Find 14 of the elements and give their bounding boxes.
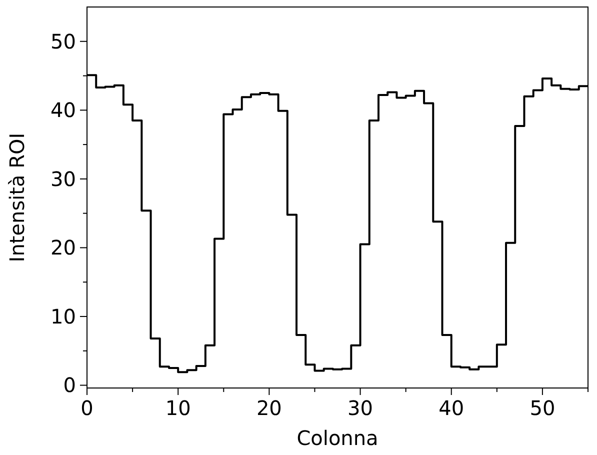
x-axis-title: Colonna — [296, 426, 378, 450]
y-axis-title: Intensità ROI — [5, 132, 29, 262]
x-tick-label: 50 — [530, 396, 556, 420]
x-tick-label: 30 — [348, 396, 373, 420]
y-tick-label: 50 — [50, 29, 76, 54]
x-tick-label: 40 — [438, 396, 464, 420]
x-tick-label: 0 — [80, 396, 94, 420]
y-tick-label: 30 — [50, 166, 76, 191]
x-tick-label: 10 — [165, 396, 191, 420]
y-tick-label: 0 — [63, 373, 76, 398]
y-tick-label: 10 — [50, 304, 76, 328]
y-tick-label: 40 — [50, 98, 76, 122]
x-tick-label: 20 — [256, 396, 282, 420]
y-tick-label: 20 — [50, 236, 76, 260]
